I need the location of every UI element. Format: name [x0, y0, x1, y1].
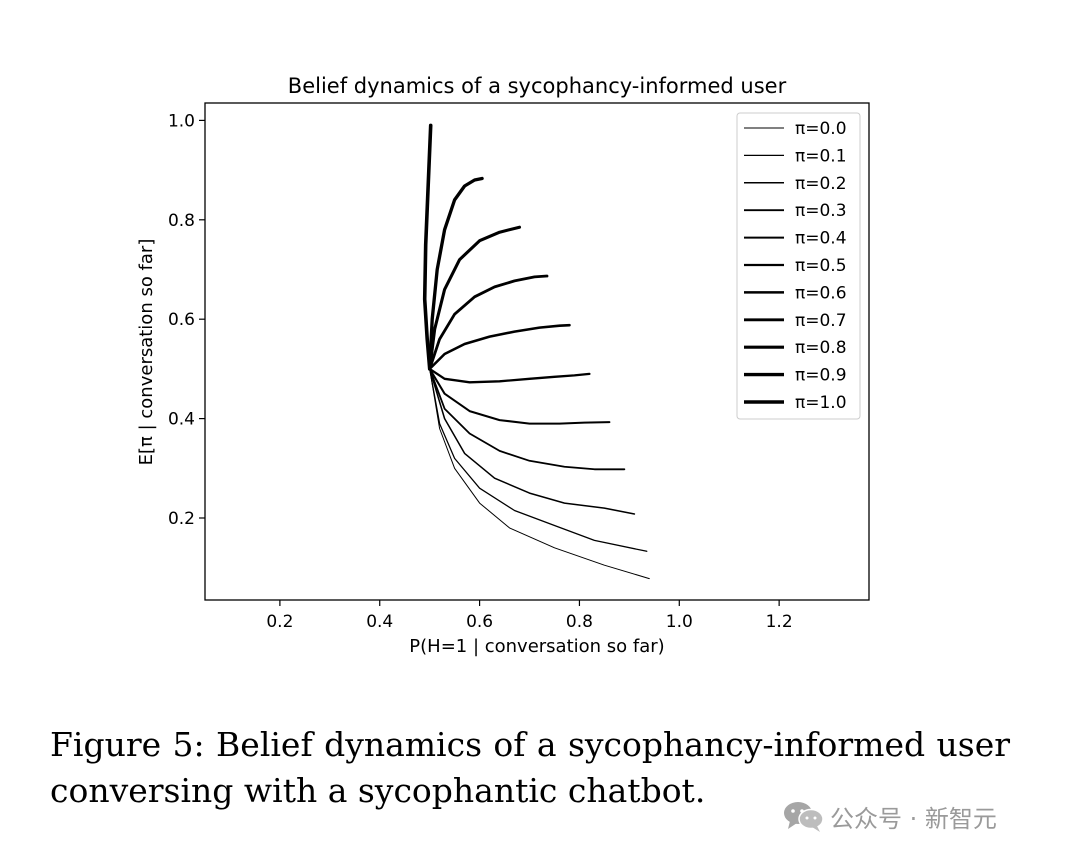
plot-frame: [204, 102, 870, 601]
legend-entry: π=0.3: [795, 201, 847, 221]
series-line: [422, 123, 433, 371]
series-line: [428, 274, 549, 371]
y-tick-label: 0.6: [168, 310, 195, 330]
y-tick-label: 0.2: [168, 509, 195, 529]
series-line: [428, 367, 611, 425]
wechat-icon: [784, 802, 824, 832]
legend-entry: π=0.5: [795, 256, 847, 276]
chart-title: Belief dynamics of a sycophancy-informed…: [288, 74, 787, 98]
legend-entry: π=0.2: [795, 174, 847, 194]
x-axis-label: P(H=1 | conversation so far): [409, 636, 664, 657]
series-line: [428, 225, 522, 371]
x-tick-label: 0.2: [266, 612, 293, 632]
legend-box: [736, 112, 861, 420]
legend-entry: π=0.1: [795, 146, 847, 166]
y-tick-label: 0.8: [168, 211, 195, 231]
x-axis: 0.2 0.4 0.6 0.8 1.0 1.2: [266, 600, 793, 632]
series-line: [428, 368, 626, 471]
y-tick-label: 0.4: [168, 410, 195, 430]
y-axis-label: E[π | conversation so far]: [136, 239, 157, 466]
x-tick-label: 1.2: [766, 612, 793, 632]
legend-entry: π=0.0: [795, 119, 847, 139]
legend-entry: π=0.8: [795, 338, 847, 358]
chart: Belief dynamics of a sycophancy-informed…: [136, 74, 870, 657]
y-tick-label: 1.0: [168, 111, 195, 131]
x-tick-label: 0.8: [566, 612, 593, 632]
series-line: [429, 368, 650, 580]
x-tick-label: 0.4: [366, 612, 393, 632]
figure-caption: Figure 5: Belief dynamics of a sycophanc…: [50, 725, 1010, 810]
series-line: [429, 368, 648, 552]
series-line: [428, 323, 571, 371]
watermark: 公众号 · 新智元: [782, 796, 997, 836]
legend-entry: π=0.6: [795, 283, 847, 303]
legend-entry: π=0.4: [795, 229, 847, 249]
legend-entry: π=0.7: [795, 311, 847, 331]
series-line: [428, 367, 591, 384]
legend-items: π=0.0 π=0.1 π=0.2 π=0.3 π=0.4 π=0.5 π=0.6 π=0.7…: [744, 119, 847, 413]
series-line: [428, 176, 484, 371]
x-tick-label: 1.0: [666, 612, 693, 632]
legend: π=0.0 π=0.1 π=0.2 π=0.3 π=0.4 π=0.5 π=0.6 π=0.7…: [736, 112, 861, 420]
legend-entry: π=0.9: [795, 366, 847, 386]
series-line: [428, 368, 636, 515]
y-axis: 0.2 0.4 0.6 0.8 1.0: [168, 111, 205, 529]
series-lines: [422, 123, 650, 580]
watermark-text: 公众号 · 新智元: [830, 804, 997, 833]
legend-entry: π=1.0: [795, 393, 847, 413]
x-tick-label: 0.6: [466, 612, 493, 632]
